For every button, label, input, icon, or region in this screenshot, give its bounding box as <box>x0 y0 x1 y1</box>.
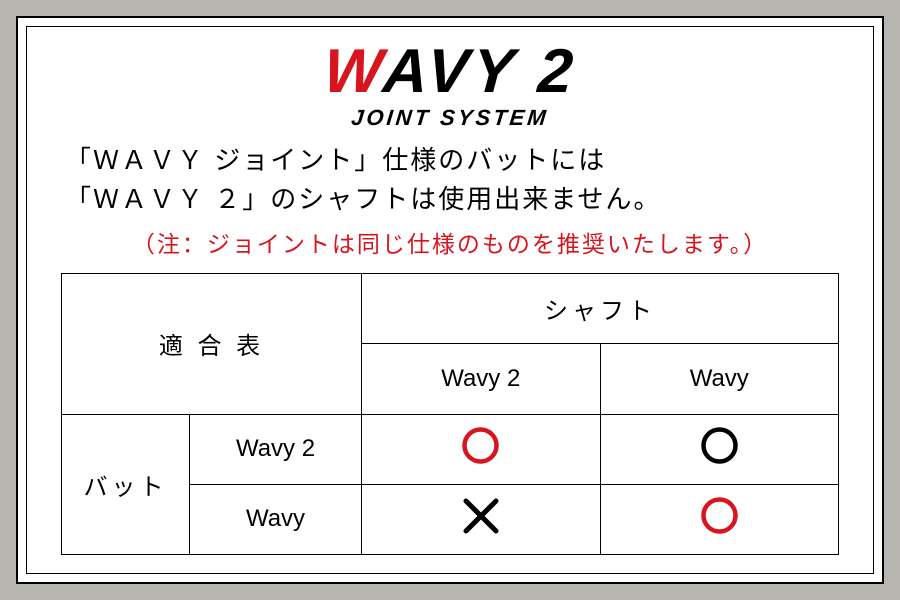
subtitle: JOINT SYSTEM <box>60 105 841 131</box>
description: 「ＷＡＶＹ ジョイント」仕様のバットには 「ＷＡＶＹ ２」のシャフトは使用出来ま… <box>65 141 839 219</box>
cell-1-0 <box>362 484 601 554</box>
circle-icon <box>699 425 740 473</box>
logo-rest: AVY 2 <box>380 37 578 106</box>
table-col-header-1: Wavy <box>600 344 839 414</box>
table-col-header-0: Wavy 2 <box>362 344 601 414</box>
description-line-2: 「ＷＡＶＹ ２」のシャフトは使用出来ません。 <box>65 180 839 219</box>
table-row-header-1: Wavy <box>190 484 362 554</box>
circle-icon <box>699 495 740 543</box>
note-text: （注：ジョイントは同じ仕様のものを推奨いたします。） <box>61 225 839 259</box>
description-line-1: 「ＷＡＶＹ ジョイント」仕様のバットには <box>65 141 839 180</box>
logo-w: W <box>321 37 385 106</box>
outer-frame: WAVY 2 JOINT SYSTEM 「ＷＡＶＹ ジョイント」仕様のバットには… <box>16 16 884 584</box>
logo: WAVY 2 <box>61 41 839 103</box>
cell-0-1 <box>600 414 839 484</box>
cell-1-1 <box>600 484 839 554</box>
cross-icon <box>462 497 500 542</box>
cell-0-0 <box>362 414 601 484</box>
circle-icon <box>460 425 501 473</box>
compatibility-table: 適 合 表 シャフト Wavy 2 Wavy バット Wavy 2 Wavy <box>61 273 839 555</box>
table-col-group-label: シャフト <box>362 274 839 344</box>
table-corner-label: 適 合 表 <box>62 274 362 415</box>
table-row-header-0: Wavy 2 <box>190 414 362 484</box>
inner-frame: WAVY 2 JOINT SYSTEM 「ＷＡＶＹ ジョイント」仕様のバットには… <box>26 26 874 574</box>
table-row-group-label: バット <box>62 414 190 555</box>
